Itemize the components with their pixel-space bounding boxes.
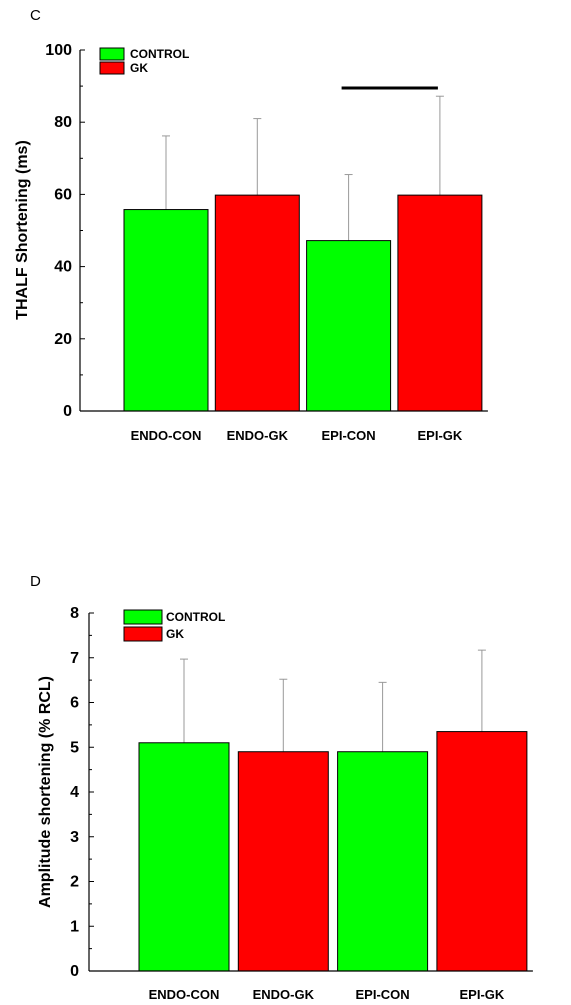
y-tick-label-c: 100 (45, 42, 72, 59)
y-tick-label-d: 7 (70, 650, 79, 667)
y-tick-label-d: 3 (70, 829, 79, 846)
y-tick-label-d: 0 (70, 963, 79, 980)
x-tick-label-d: ENDO-CON (149, 987, 220, 1002)
y-tick-label-c: 40 (54, 259, 72, 276)
legend-label-gk-d: GK (166, 627, 184, 641)
legend-label-control-d: CONTROL (166, 610, 225, 624)
legend-swatch-control-c (99, 47, 125, 61)
bar-d (337, 751, 429, 972)
y-tick-label-c: 0 (63, 403, 72, 420)
chart-panel-c: C THALF Shortening (ms) CONTROL GK ENDO-… (14, 7, 488, 443)
bar-d (436, 731, 528, 972)
legend-c: CONTROL GK (99, 47, 189, 75)
y-tick-label-c: 80 (54, 114, 72, 131)
bar-c (397, 194, 483, 412)
panel-label-c: C (30, 7, 41, 24)
legend-label-control-c: CONTROL (130, 47, 189, 61)
bar-d (138, 742, 230, 972)
x-tick-label-c: EPI-GK (418, 428, 463, 443)
y-tick-label-d: 2 (70, 874, 79, 891)
bar-d (237, 751, 329, 972)
legend-swatch-gk-d (123, 626, 163, 642)
bar-c (123, 209, 209, 412)
y-tick-label-c: 60 (54, 186, 72, 203)
x-tick-label-d: ENDO-GK (253, 987, 315, 1002)
x-tick-label-d: EPI-CON (356, 987, 410, 1002)
bar-c (214, 194, 300, 412)
y-axis-title-d: Amplitude shortening (% RCL) (37, 676, 54, 908)
y-tick-label-d: 8 (70, 605, 79, 622)
x-tick-label-c: EPI-CON (322, 428, 376, 443)
y-tick-label-c: 20 (54, 331, 72, 348)
x-tick-label-d: EPI-GK (460, 987, 505, 1002)
y-tick-label-d: 1 (70, 918, 79, 935)
y-axis-title-c: THALF Shortening (ms) (14, 140, 31, 320)
legend-swatch-control-d (123, 609, 163, 625)
chart-panel-d: D Amplitude shortening (% RCL) CONTROL G… (30, 573, 533, 1002)
x-tick-label-c: ENDO-GK (227, 428, 289, 443)
legend-swatch-gk-c (99, 61, 125, 75)
legend-d: CONTROL GK (123, 609, 225, 642)
x-tick-label-c: ENDO-CON (131, 428, 202, 443)
panel-label-d: D (30, 573, 41, 590)
legend-label-gk-c: GK (130, 61, 148, 75)
bar-c (306, 240, 392, 412)
y-tick-label-d: 6 (70, 695, 79, 712)
y-tick-label-d: 4 (70, 784, 79, 801)
y-tick-label-d: 5 (70, 739, 79, 756)
